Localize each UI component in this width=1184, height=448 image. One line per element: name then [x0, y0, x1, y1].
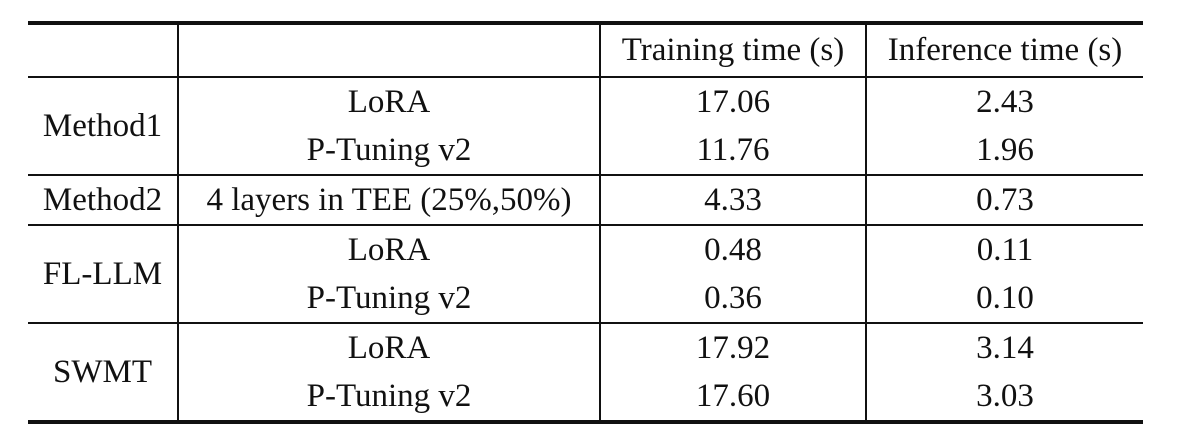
header-method: [28, 21, 178, 78]
setting-cell: P-Tuning v2: [177, 274, 600, 323]
setting-cell: LoRA: [177, 76, 600, 126]
setting-cell: 4 layers in TEE (25%,50%): [177, 174, 600, 225]
inference-time-cell: 2.43: [865, 76, 1143, 126]
method-cell: Method1: [28, 76, 178, 175]
table-row: FL-LLM LoRA 0.48 0.11: [28, 224, 1143, 323]
table-row: P-Tuning v2 0.36 0.10: [28, 274, 1143, 323]
header-training-time: Training time (s): [599, 21, 866, 78]
inference-time-cell: 3.14: [865, 322, 1143, 372]
inference-time-cell: 3.03: [865, 372, 1143, 424]
table-row: Method2 4 layers in TEE (25%,50%) 4.33 0…: [28, 174, 1143, 225]
training-time-cell: 17.92: [599, 322, 866, 372]
training-time-cell: 4.33: [599, 174, 866, 225]
inference-time-cell: 0.11: [865, 224, 1143, 274]
method-cell: FL-LLM: [28, 224, 178, 323]
table-row: P-Tuning v2 17.60 3.03: [28, 372, 1143, 424]
method-cell: Method2: [28, 174, 178, 225]
header-inference-time: Inference time (s): [865, 21, 1143, 78]
table-row: P-Tuning v2 11.76 1.96: [28, 126, 1143, 175]
table-row: Method1 LoRA 17.06 2.43: [28, 76, 1143, 175]
training-time-cell: 11.76: [599, 126, 866, 175]
setting-cell: P-Tuning v2: [177, 126, 600, 175]
training-time-cell: 17.06: [599, 76, 866, 126]
results-table: Training time (s) Inference time (s) Met…: [28, 21, 1143, 424]
table-row: SWMT LoRA 17.92 3.14: [28, 322, 1143, 424]
training-time-cell: 0.48: [599, 224, 866, 274]
method-cell: SWMT: [28, 322, 178, 424]
header-row: Training time (s) Inference time (s): [28, 21, 1143, 78]
setting-cell: LoRA: [177, 224, 600, 274]
inference-time-cell: 0.73: [865, 174, 1143, 225]
setting-cell: P-Tuning v2: [177, 372, 600, 424]
inference-time-cell: 1.96: [865, 126, 1143, 175]
inference-time-cell: 0.10: [865, 274, 1143, 323]
training-time-cell: 0.36: [599, 274, 866, 323]
training-time-cell: 17.60: [599, 372, 866, 424]
header-setting: [177, 21, 600, 78]
setting-cell: LoRA: [177, 322, 600, 372]
